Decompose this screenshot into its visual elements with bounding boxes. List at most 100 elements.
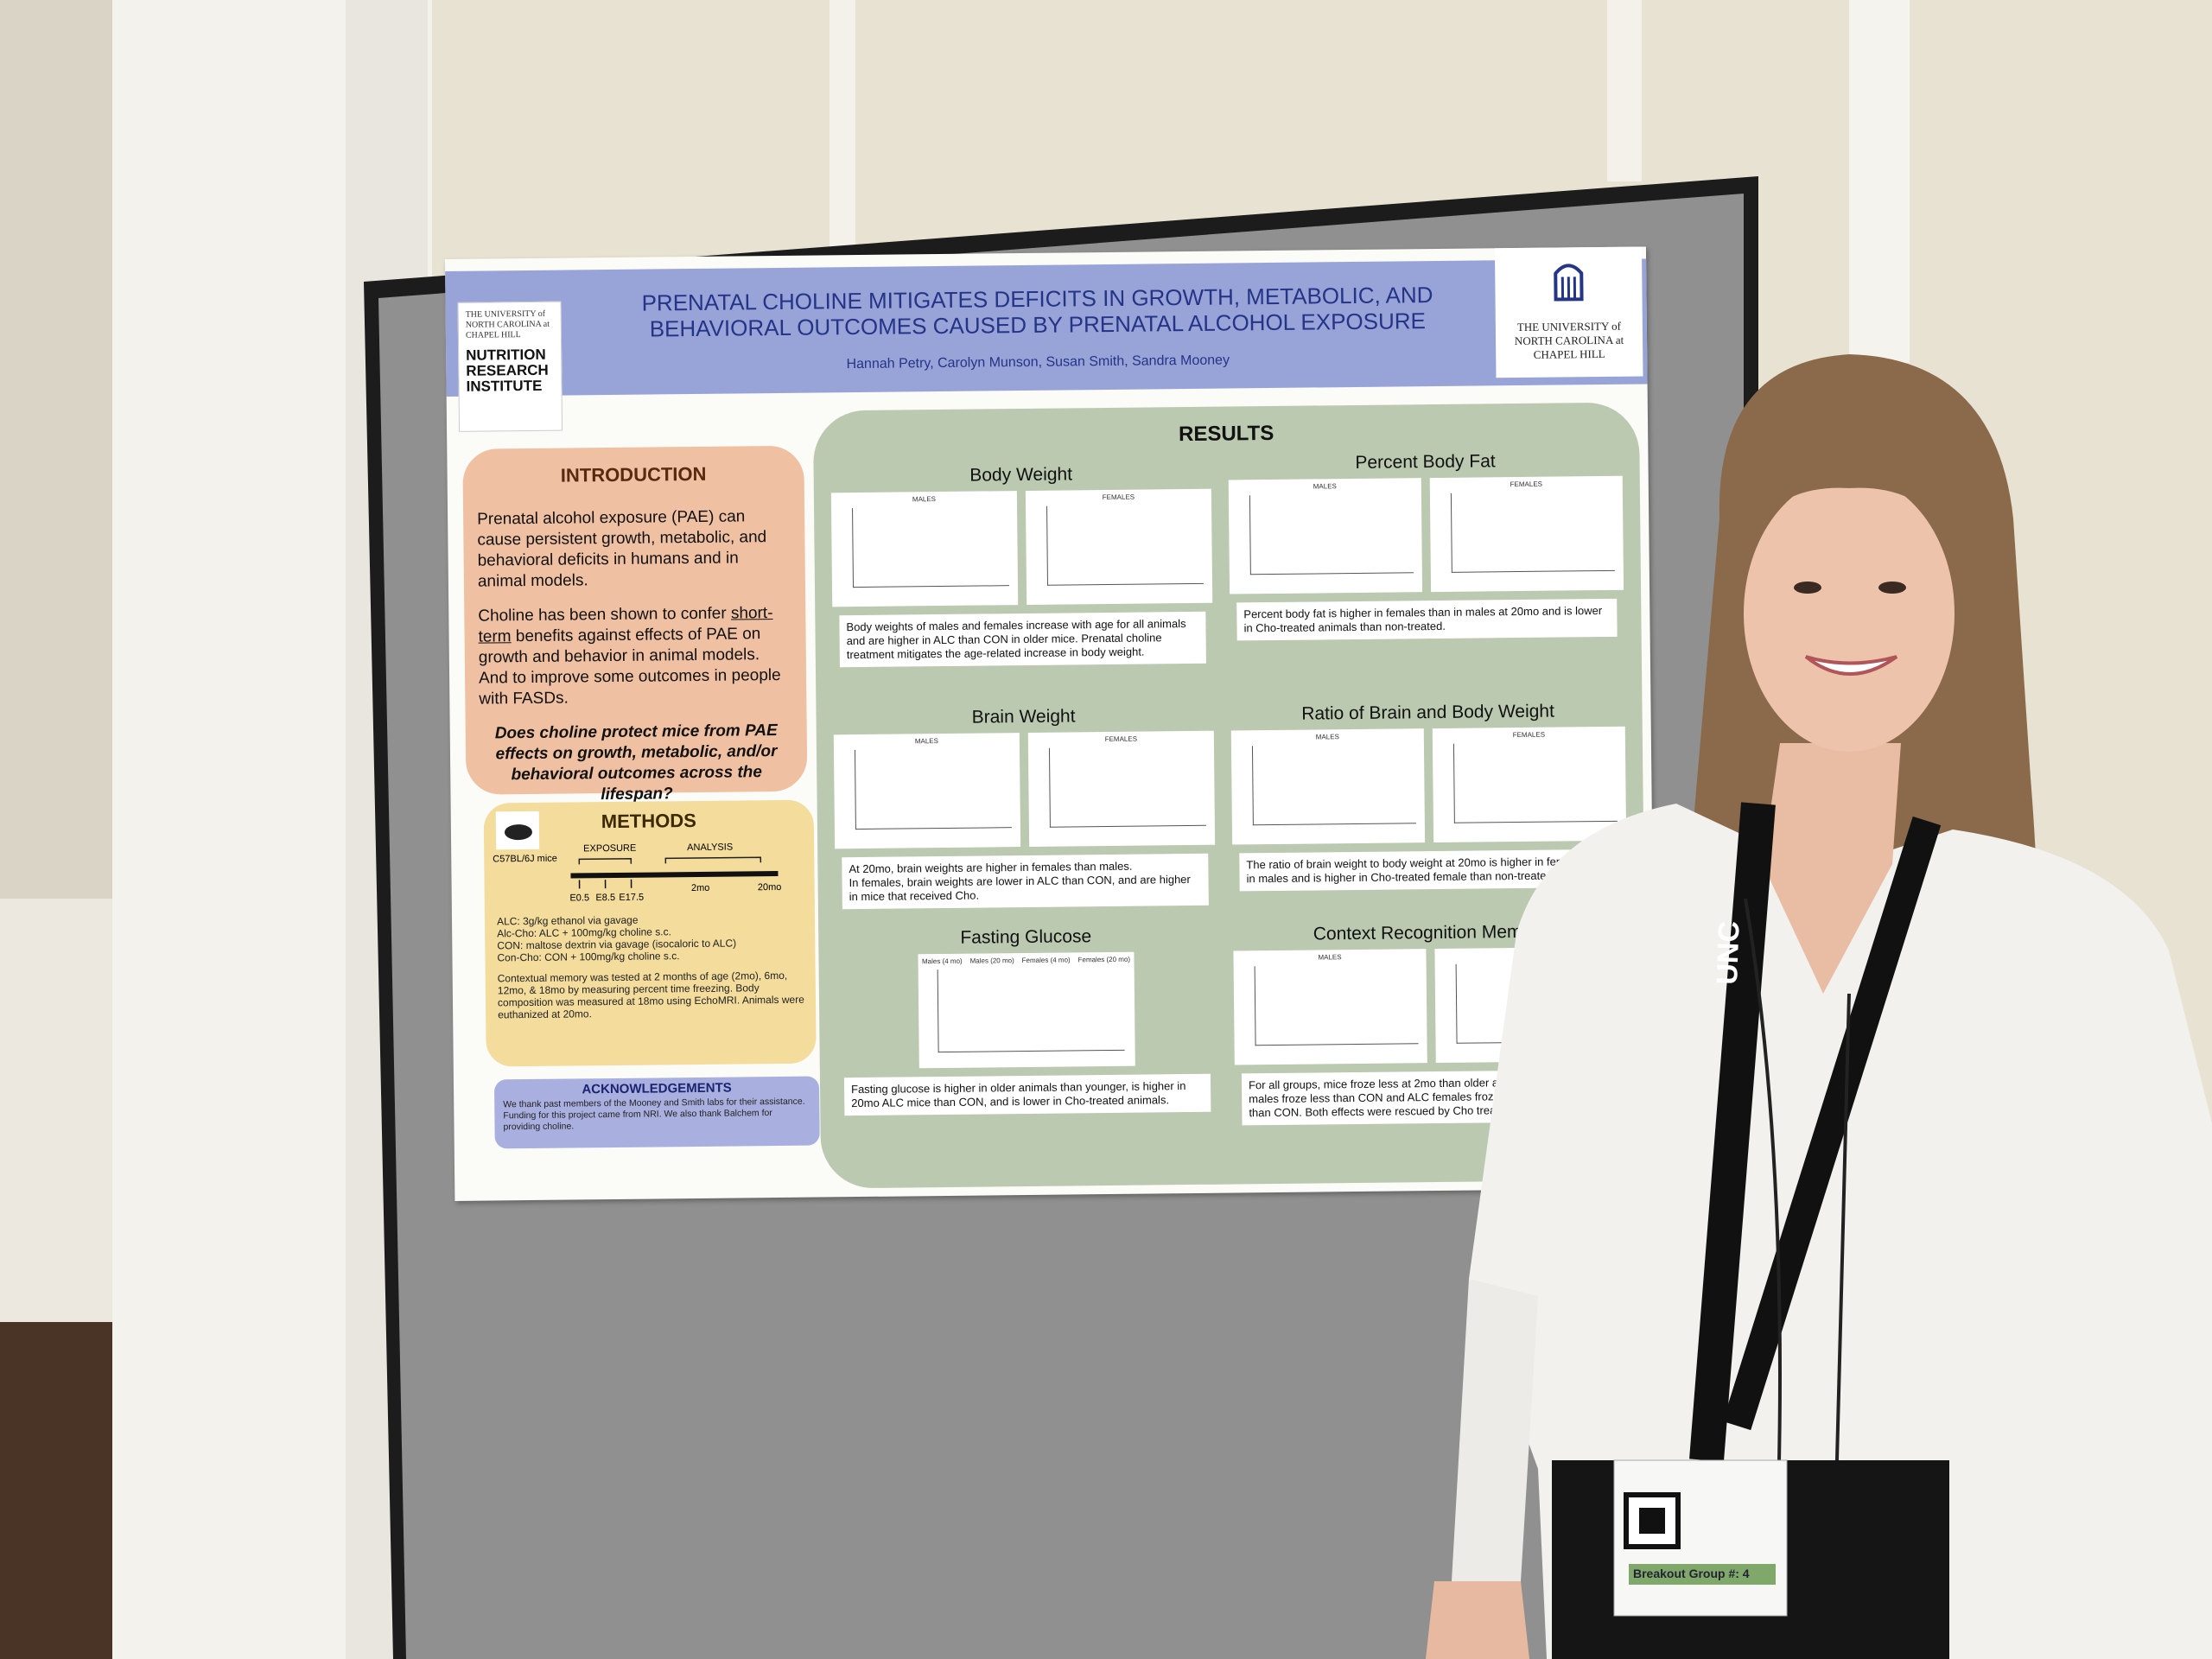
plot: FEMALES (1434, 946, 1629, 1064)
plot-label: MALES (912, 495, 937, 504)
old-well-icon (1554, 264, 1584, 302)
groups: ALC: 3g/kg ethanol via gavage Alc-Cho: A… (497, 912, 809, 1021)
results: RESULTS Body Weight MALES FEMALES Body weig… (812, 402, 1648, 1189)
caption-line: Body weights of males and females increa… (846, 617, 1186, 662)
plots: MALES FEMALES (833, 730, 1216, 849)
plot: MALES (1233, 949, 1427, 1065)
acknowledgements: ACKNOWLEDGEMENTS We thank past members o… (493, 1076, 820, 1149)
acknowledgement-text: We thank past members of the Mooney and … (503, 1096, 805, 1133)
caption-line: The ratio of brain weight to body weight… (1246, 854, 1611, 886)
wall-molding (1607, 0, 1642, 181)
result-panel: Ratio of Brain and Body Weight MALES FEMAL… (1230, 701, 1627, 892)
timeline-point: 20mo (758, 882, 782, 893)
plot-area (1452, 741, 1618, 823)
caption: Percent body fat is higher in females th… (1236, 598, 1618, 641)
result-panel: Percent Body Fat MALES FEMALES Percent body… (1228, 450, 1624, 641)
text: Choline has been shown to confer (478, 604, 732, 626)
plot-area (1046, 504, 1204, 586)
left-logo: THE UNIVERSITY of NORTH CAROLINA at CHAP… (457, 301, 563, 432)
plots: MALES FEMALES (1230, 726, 1627, 845)
plot: FEMALES (1429, 475, 1624, 593)
wall-pilaster (1849, 0, 1910, 363)
logo-university: THE UNIVERSITY of NORTH CAROLINA at CHAP… (1514, 319, 1624, 361)
section-heading: RESULTS (1178, 421, 1274, 447)
plot: MALES (1230, 728, 1426, 845)
plot-label: Females (20 mo) (1077, 955, 1131, 964)
plots: MALES FEMALES (1233, 946, 1629, 1065)
plot-label: MALES (1318, 953, 1342, 962)
procedure: Contextual memory was tested at 2 months… (497, 969, 804, 1021)
plots: MALES FEMALES (830, 488, 1213, 607)
plot-label: MALES (914, 737, 938, 746)
plot: Males (4 mo) Males (20 mo) Females (4 mo) F… (918, 951, 1135, 1069)
result-panel: Body Weight MALES FEMALES Body weights of m… (830, 463, 1213, 668)
plot-label: MALES (1313, 482, 1337, 491)
caption: Fasting glucose is higher in older anima… (843, 1073, 1211, 1116)
bracket (578, 856, 762, 865)
caption: At 20mo, brain weights are higher in fem… (842, 853, 1209, 910)
caption: Body weights of males and females increa… (839, 611, 1206, 668)
panel-title: Percent Body Fat (1355, 451, 1496, 473)
wainscot (0, 899, 121, 1331)
timeline-point: E0.5 (569, 893, 589, 903)
plot-area (937, 967, 1125, 1053)
plot-area (1048, 746, 1206, 828)
section-heading: ACKNOWLEDGEMENTS (582, 1080, 732, 1097)
plot-area (1455, 962, 1620, 1044)
text: benefits against effects of PAE on growt… (478, 625, 781, 709)
timeline-points: E0.5 E8.5 E17.5 2mo 20mo (569, 879, 782, 904)
plot-area (1251, 744, 1416, 826)
group: Con-Cho: CON + 100mg/kg choline s.c. (497, 950, 680, 964)
paragraph: Prenatal alcohol exposure (PAE) can caus… (477, 507, 767, 591)
timeline-point: E8.5 (595, 893, 615, 903)
plot: FEMALES (1027, 730, 1216, 847)
strain: C57BL/6J mice (493, 854, 557, 865)
wall-molding (830, 0, 855, 251)
caption-line: than CON. Both effects were rescued by C… (1249, 1103, 1509, 1120)
timeline-point: E17.5 (619, 893, 644, 903)
plot-header: Males (4 mo) Males (20 mo) Females (4 mo) F… (918, 952, 1134, 966)
caption: For all groups, mice froze less at 2mo t… (1241, 1069, 1623, 1126)
caption-line: In females, brain weights are lower in A… (849, 873, 1191, 904)
question: Does choline protect mice from PAE effec… (494, 721, 778, 804)
poster-title: PRENATAL CHOLINE MITIGATES DEFICITS IN G… (641, 282, 1433, 342)
plot-label: FEMALES (1104, 734, 1138, 744)
plot-label: FEMALES (1102, 493, 1135, 502)
plot-label: FEMALES (1510, 480, 1543, 489)
introduction: INTRODUCTION Prenatal alcohol exposure (… (462, 445, 808, 804)
plot: MALES (833, 733, 1021, 849)
timeline-label: EXPOSURE (583, 843, 636, 855)
plot-area (854, 748, 1012, 830)
paragraph: Choline has been shown to confer short-t… (478, 603, 792, 710)
panel-title: Body Weight (969, 464, 1073, 486)
panel-title: Fasting Glucose (960, 926, 1092, 948)
plot: FEMALES (1025, 488, 1213, 605)
plots: Males (4 mo) Males (20 mo) Females (4 mo) F… (836, 951, 1217, 1070)
timeline-point: 2mo (691, 883, 710, 893)
plot-label: Females (4 mo) (1021, 956, 1071, 965)
logo-institute: NUTRITION RESEARCH INSTITUTE (466, 346, 549, 395)
caption-line: Fasting glucose is higher in older anima… (851, 1079, 1186, 1110)
timeline-bar (570, 871, 779, 879)
panel-title: Context Recognition Memory (1313, 921, 1548, 944)
plot: MALES (1228, 478, 1423, 594)
logo-university: THE UNIVERSITY of NORTH CAROLINA at CHAP… (465, 308, 550, 340)
plot-area (852, 506, 1009, 588)
plot-label: Males (4 mo) (921, 957, 963, 966)
plots: MALES FEMALES (1228, 475, 1624, 594)
plot-area (1254, 964, 1419, 1046)
plot-area (1249, 493, 1414, 575)
result-panel: Fasting Glucose Males (4 mo) Males (20 mo)… (836, 925, 1217, 1116)
result-panel: Brain Weight MALES FEMALES At 20mo, brain w… (833, 705, 1216, 910)
panel-title: Ratio of Brain and Body Weight (1301, 701, 1554, 724)
plot: MALES (830, 491, 1019, 607)
plot-label: MALES (1315, 733, 1339, 741)
result-panel: Context Recognition Memory MALES FEMALES Fo… (1233, 921, 1629, 1126)
timeline-label: ANALYSIS (687, 842, 733, 854)
panel-title: Brain Weight (971, 706, 1076, 728)
caption: The ratio of brain weight to body weight… (1239, 849, 1620, 892)
timeline: C57BL/6J mice EXPOSURE ANALYSIS E0.5 E8.5… (493, 810, 782, 904)
plot-label: FEMALES (1512, 730, 1546, 740)
plot-area (1450, 491, 1615, 573)
plot-label: FEMALES (1515, 950, 1548, 960)
